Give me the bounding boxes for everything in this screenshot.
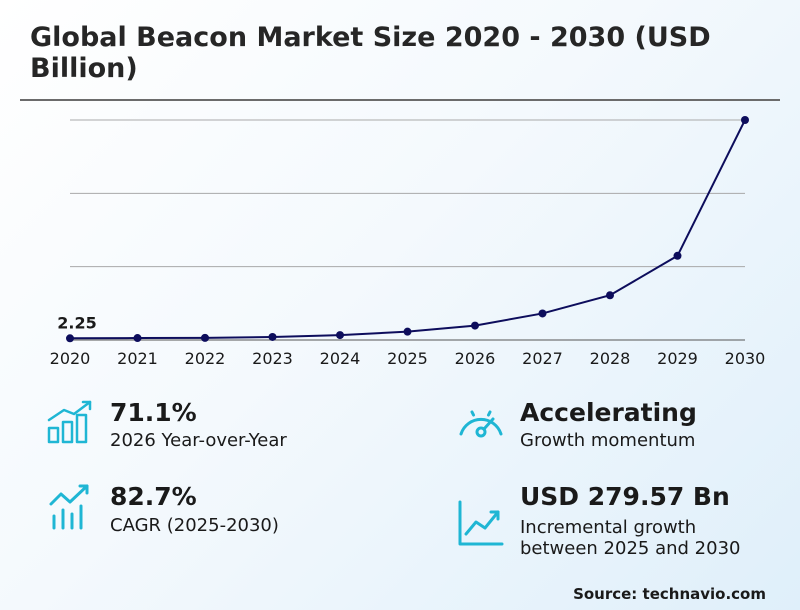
x-tick-label: 2020	[50, 349, 91, 368]
trend-line-chart-icon	[458, 500, 504, 546]
source-note: Source: technavio.com	[573, 585, 766, 603]
title-divider	[20, 99, 780, 101]
x-tick-label: 2023	[252, 349, 293, 368]
x-tick-label: 2029	[657, 349, 698, 368]
x-tick-label: 2024	[320, 349, 361, 368]
stat-yoy-value: 71.1%	[110, 398, 197, 427]
data-point	[268, 332, 277, 341]
data-point	[133, 334, 142, 343]
data-label: 2.25	[57, 313, 96, 332]
trend-bars-icon	[49, 484, 89, 530]
x-tick-label: 2030	[725, 349, 766, 368]
x-tick-label: 2022	[185, 349, 226, 368]
stat-cagr-caption: CAGR (2025-2030)	[110, 515, 279, 536]
stat-cagr-value: 82.7%	[110, 482, 197, 511]
data-point	[606, 291, 614, 300]
x-tick-label: 2028	[590, 349, 631, 368]
stat-incremental-caption: Incremental growth between 2025 and 2030	[520, 517, 741, 559]
data-point	[673, 251, 682, 260]
stat-yoy: 71.1% 2026 Year-over-Year	[46, 398, 386, 458]
stat-momentum-caption: Growth momentum	[520, 430, 696, 451]
x-tick-labels: 2020 2021 2022 2023 2024 2025 2026 2027 2028 2029…	[50, 349, 766, 368]
stat-momentum-value: Accelerating	[520, 398, 697, 427]
speedometer-icon	[459, 410, 503, 438]
x-tick-label: 2027	[522, 349, 563, 368]
stat-yoy-caption: 2026 Year-over-Year	[110, 430, 287, 451]
data-point	[471, 321, 479, 330]
x-tick-label: 2026	[455, 349, 496, 368]
bar-chart-growth-icon	[47, 400, 92, 444]
data-points	[66, 116, 749, 343]
x-tick-label: 2021	[117, 349, 158, 368]
grid-lines	[70, 119, 745, 268]
x-tick-label: 2025	[387, 349, 428, 368]
data-point	[201, 333, 209, 342]
stat-cagr: 82.7% CAGR (2025-2030)	[46, 482, 386, 542]
series-line	[69, 119, 746, 340]
data-point	[538, 309, 547, 318]
data-point	[336, 331, 344, 340]
stat-momentum: Accelerating Growth momentum	[456, 398, 776, 458]
stat-incremental: USD 279.57 Bn Incremental growth between…	[456, 482, 776, 566]
data-point	[66, 334, 74, 343]
data-point	[741, 116, 749, 124]
stat-incremental-value: USD 279.57 Bn	[520, 482, 730, 511]
data-labels: 2.25	[57, 313, 96, 332]
chart-title: Global Beacon Market Size 2020 - 2030 (U…	[30, 22, 711, 84]
data-point	[403, 327, 412, 336]
line-chart: 2020 2021 2022 2023 2024 2025 2026 2027 2028 2029…	[50, 116, 766, 368]
